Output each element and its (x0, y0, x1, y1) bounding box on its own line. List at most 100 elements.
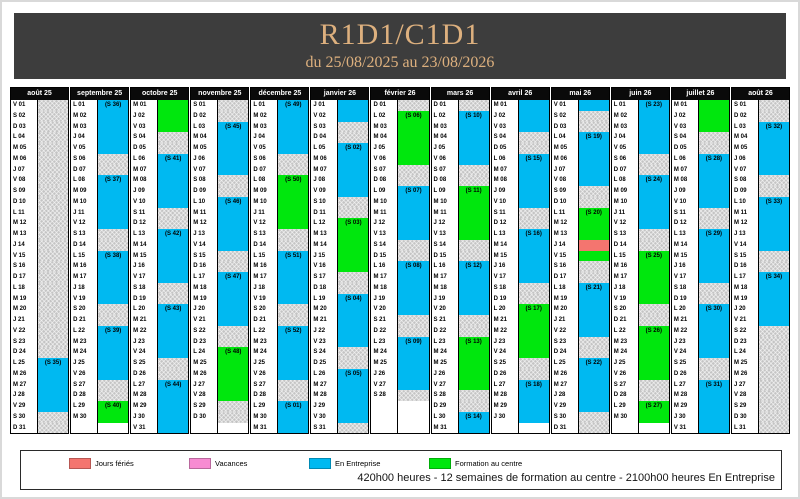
day-cell (97, 261, 129, 272)
day-label: M 24 (371, 347, 398, 358)
day-row: J 19 (431, 293, 489, 305)
day-label: D 28 (251, 390, 278, 401)
day-cell (157, 218, 189, 229)
day-cell (697, 143, 729, 154)
day-label: J 13 (731, 229, 758, 240)
day-cell (37, 379, 69, 391)
day-row: J 18 (611, 282, 669, 294)
day-label: M 05 (551, 143, 578, 154)
day-label: V 05 (251, 143, 278, 154)
day-label: V 28 (731, 390, 758, 401)
day-row: J 18 (251, 282, 309, 294)
legend-item-jours-feries: Jours fériés (69, 458, 189, 469)
day-label: L 06 (671, 153, 698, 165)
day-label: D 05 (671, 143, 698, 154)
day-label: M 17 (371, 272, 398, 283)
day-row: M 15 (131, 250, 189, 262)
day-cell (97, 315, 129, 326)
day-label: M 29 (131, 401, 158, 412)
day-label: M 16 (251, 261, 278, 272)
day-cell (697, 347, 729, 358)
day-row: D 18 (311, 282, 369, 294)
day-cell (517, 250, 549, 262)
day-row: V 12 (71, 218, 129, 229)
day-cell (457, 207, 489, 219)
day-row: M 24 (251, 347, 309, 358)
day-label: V 16 (311, 261, 338, 272)
day-cell (217, 379, 249, 391)
day-label: S 18 (671, 282, 698, 294)
day-row: L 24 (731, 347, 790, 358)
day-row: V 17 (131, 272, 189, 283)
day-label: D 08 (371, 175, 398, 186)
day-row: D 04 (311, 132, 369, 143)
day-row: L 01 (S 23) (611, 100, 669, 111)
month-column: juillet 26 M 01 J 02 V 03 S 04 D 05 L 06 (S 28)… (670, 87, 730, 435)
day-label: M 02 (71, 110, 98, 122)
day-row: J 30 (131, 411, 189, 423)
day-row: J 19 (371, 293, 429, 305)
day-cell: (S 09) (397, 336, 429, 348)
day-label: J 23 (671, 336, 698, 348)
day-label: S 08 (191, 175, 218, 186)
day-row: J 11 (251, 207, 309, 219)
day-cell: (S 14) (457, 411, 489, 423)
day-label: L 25 (551, 358, 578, 369)
day-label: L 01 (611, 100, 638, 111)
day-cell (37, 282, 69, 294)
day-cell (397, 229, 429, 240)
day-row: V 06 (431, 153, 489, 165)
day-row: L 25 (S 22) (551, 358, 609, 369)
day-cell (97, 368, 129, 380)
day-cell (157, 121, 189, 133)
day-row: M 19 (731, 293, 790, 305)
day-cell (517, 186, 549, 197)
day-label: D 14 (251, 239, 278, 251)
day-row: V 29 (11, 401, 69, 412)
day-cell (337, 100, 369, 111)
day-label: M 24 (71, 347, 98, 358)
day-label: V 19 (611, 293, 638, 305)
day-cell: (S 08) (397, 261, 429, 272)
day-cell (277, 110, 309, 122)
day-cell (517, 347, 549, 358)
day-label: M 12 (191, 218, 218, 229)
day-label: D 05 (491, 143, 518, 154)
day-cell: (S 24) (637, 175, 669, 186)
day-row: D 25 (311, 358, 369, 369)
day-cell (37, 368, 69, 380)
legend-label: En Entreprise (335, 459, 381, 468)
day-label: M 01 (671, 100, 698, 111)
day-cell (577, 164, 609, 176)
day-row: J 07 (11, 164, 69, 176)
legend-item-en-entreprise: En Entreprise (309, 458, 429, 469)
day-cell (457, 239, 489, 251)
day-cell (97, 143, 129, 154)
day-row: D 08 (431, 175, 489, 186)
day-label: L 18 (551, 282, 578, 294)
day-cell (457, 153, 489, 165)
day-label: D 05 (131, 143, 158, 154)
day-label: J 11 (71, 207, 98, 219)
day-row: D 21 (71, 315, 129, 326)
day-label: S 16 (551, 261, 578, 272)
day-label: L 30 (431, 411, 458, 423)
day-cell (337, 336, 369, 348)
day-cell: (S 29) (697, 229, 729, 240)
day-cell (397, 239, 429, 251)
day-label: M 06 (11, 153, 37, 165)
day-label: V 01 (11, 100, 37, 111)
day-row: M 16 (611, 261, 669, 272)
day-cell (757, 132, 790, 143)
day-label: M 26 (551, 368, 578, 380)
day-label: M 08 (131, 175, 158, 186)
day-label: S 13 (71, 229, 98, 240)
day-row: M 12 (191, 218, 249, 229)
day-label: M 21 (131, 315, 158, 326)
day-label: V 12 (611, 218, 638, 229)
day-cell (337, 411, 369, 423)
day-row: V 28 (731, 390, 790, 401)
day-row: L 13 (S 42) (131, 229, 189, 240)
day-row: S 31 (311, 422, 369, 434)
